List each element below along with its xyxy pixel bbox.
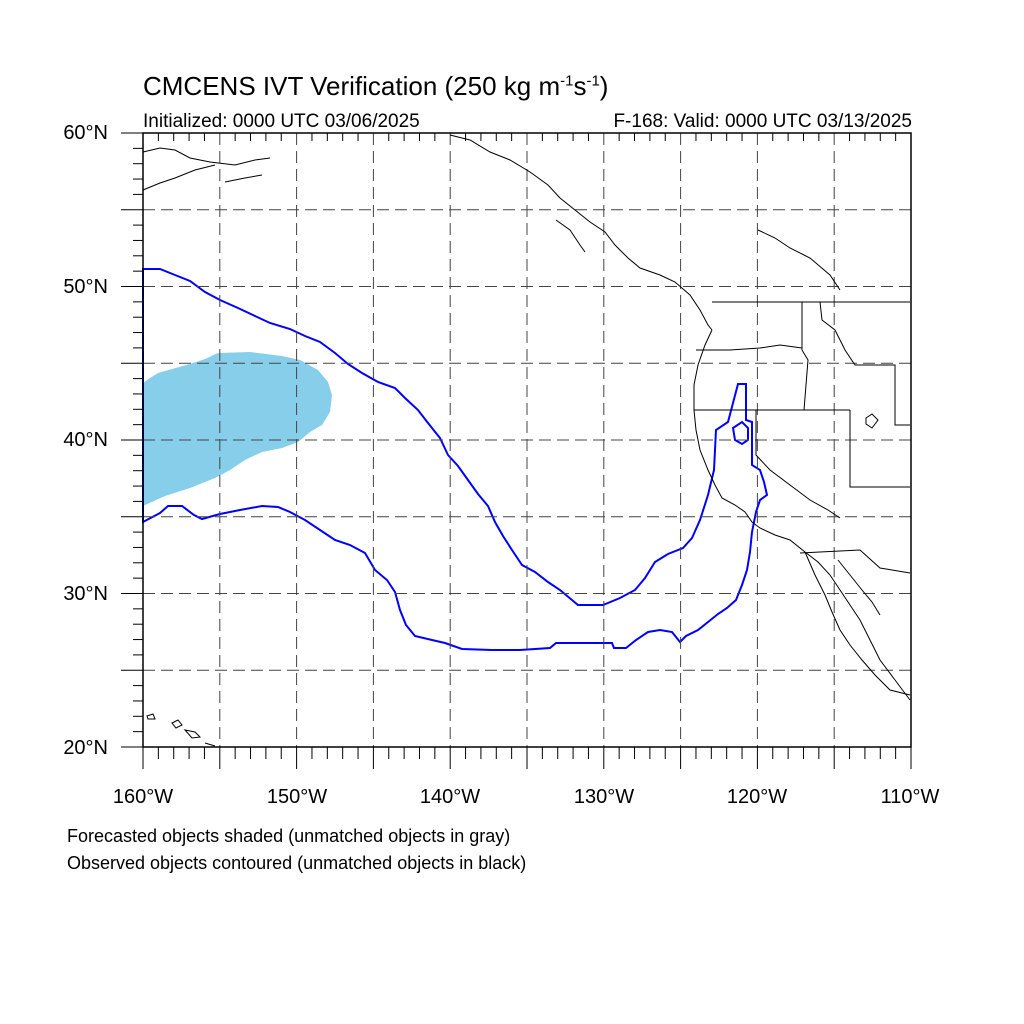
init-time-label: Initialized: 0000 UTC 03/06/2025: [143, 111, 420, 132]
lon-label-160w: 160°W: [112, 786, 174, 808]
lat-label-30: 30°N: [63, 583, 108, 605]
lon-label-140w: 140°W: [419, 786, 481, 808]
observed-object-contour: [142, 268, 769, 651]
lat-label-20: 20°N: [63, 737, 108, 759]
caption-observed: Observed objects contoured (unmatched ob…: [67, 853, 527, 873]
caption-forecast: Forecasted objects shaded (unmatched obj…: [67, 826, 511, 846]
coastlines: [142, 134, 911, 747]
lon-label-150w: 150°W: [266, 786, 328, 808]
lat-label-40: 40°N: [63, 429, 108, 451]
lon-label-110w: 110°W: [880, 786, 940, 808]
lon-label-120w: 120°W: [726, 786, 788, 808]
map-title: CMCENS IVT Verification (250 kg m-1s-1): [143, 71, 609, 101]
lat-label-50: 50°N: [63, 276, 108, 298]
valid-time-label: F-168: Valid: 0000 UTC 03/13/2025: [613, 111, 912, 132]
grid-lines: [143, 133, 911, 747]
lon-label-130w: 130°W: [573, 786, 635, 808]
forecast-object: [143, 352, 332, 506]
lat-label-60: 60°N: [63, 122, 108, 144]
observed-object-inner-contour: [731, 420, 749, 446]
axis-ticks: [121, 132, 912, 769]
